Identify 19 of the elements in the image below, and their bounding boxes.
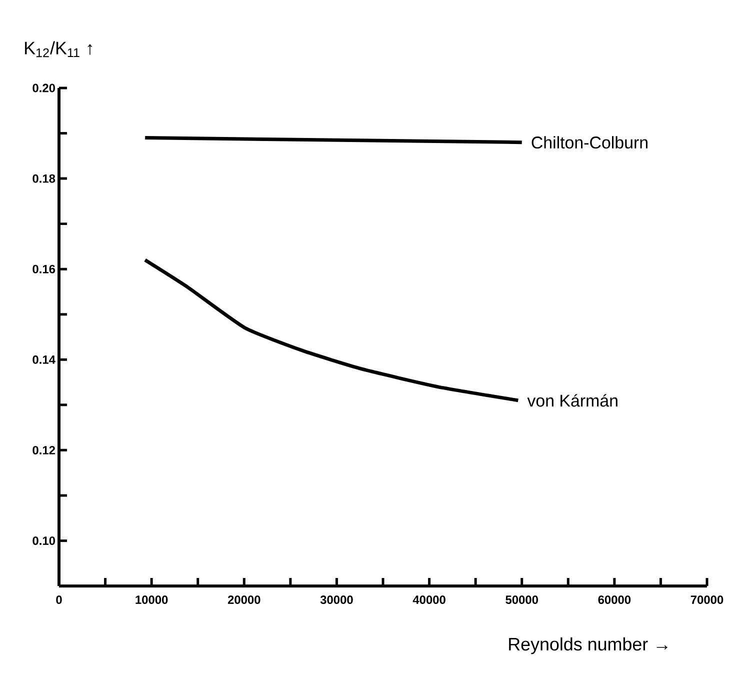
y-tick-label: 0.18 [32,174,56,183]
x-tick-label: 10000 [136,596,168,604]
y-axis-title: K$_{12}$/K$_{11}$ ↑ [25,41,92,58]
x-axis-title: Reynolds number → [509,637,668,654]
y-tick-label: 0.14 [32,355,56,364]
x-tick-label: 60000 [598,596,631,604]
y-tick-label: 0.16 [32,264,56,274]
x-tick-label: 40000 [412,596,446,604]
x-tick-label: 20000 [228,596,260,604]
x-tick-label: 0 [56,596,62,604]
x-tick-label: 30000 [320,596,353,604]
series-label: Chilton-Colburn [532,136,648,149]
y-tick-label: 0.20 [32,84,55,92]
y-tick-label: 0.12 [32,446,55,454]
y-tick-label: 0.10 [32,536,55,545]
series-label: von Kármán [527,394,618,407]
line-series [143,258,520,402]
x-tick-label: 50000 [506,596,538,604]
x-tick-label: 70000 [690,596,724,604]
